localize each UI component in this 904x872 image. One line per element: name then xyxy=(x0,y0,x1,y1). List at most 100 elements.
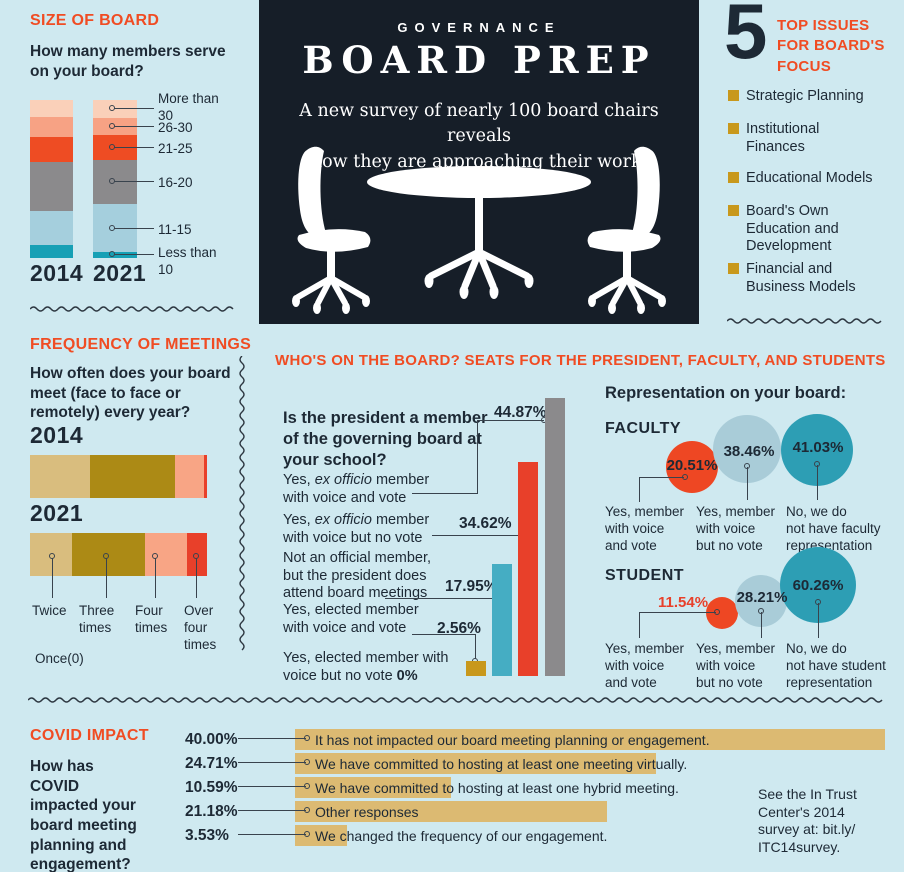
value-2-56: 2.56% xyxy=(437,620,481,637)
callout-line xyxy=(475,634,477,659)
frequency-label-three-times: Three times xyxy=(79,603,115,635)
frequency-label-four-times: Four times xyxy=(135,603,168,635)
answer-not-official-member: Not an official member, but the presiden… xyxy=(283,550,432,602)
value-34-62: 34.62% xyxy=(459,515,512,532)
callout-line xyxy=(639,477,684,479)
callout-line xyxy=(477,420,479,494)
student-label-no-vote: Yes, member with voice but no vote xyxy=(696,641,776,690)
faculty-pct-voice-vote: 20.51% xyxy=(666,457,718,474)
bullet-square-icon xyxy=(728,263,739,274)
segment-four-times xyxy=(175,455,204,498)
covid-pct-3: 10.59% xyxy=(185,779,238,796)
size-of-board-question: How many members serve on your board? xyxy=(30,43,226,80)
callout-dot xyxy=(304,759,310,765)
masthead-subtitle: A new survey of nearly 100 board chairs … xyxy=(299,101,659,172)
frequency-year-2021: 2021 xyxy=(30,500,84,526)
callout-line xyxy=(432,535,524,537)
callout-line xyxy=(412,493,478,495)
covid-bar-1 xyxy=(295,729,885,750)
masthead-title: BOARD PREP xyxy=(302,38,656,82)
callout-line xyxy=(238,762,306,764)
size-label-less-than-10: Less than 10 xyxy=(158,245,217,277)
top-issues-heading: TOP ISSUES FOR BOARD'S FOCUS xyxy=(777,17,885,75)
wavy-divider xyxy=(28,697,883,703)
survey-note: See the In Trust Center's 2014 survey at… xyxy=(758,786,857,855)
callout-line xyxy=(155,558,157,598)
faculty-label-voice-vote: Yes, member with voice and vote xyxy=(605,504,685,553)
top-issue-item: Board's Own Education and Development xyxy=(746,203,839,255)
callout-line xyxy=(818,603,820,638)
callout-line xyxy=(114,228,154,230)
covid-pct-1: 40.00% xyxy=(185,731,238,748)
masthead-panel: GOVERNANCE BOARD PREP A new survey of ne… xyxy=(259,0,699,324)
callout-dot xyxy=(304,735,310,741)
student-label-voice-vote: Yes, member with voice and vote xyxy=(605,641,685,690)
student-pct-voice-vote: 11.54% xyxy=(658,594,709,611)
callout-dot xyxy=(304,783,310,789)
faculty-label-no-vote: Yes, member with voice but no vote xyxy=(696,504,776,553)
answer-elected-voice-vote: Yes, elected member with voice and vote xyxy=(283,602,419,636)
size-of-board-heading: SIZE OF BOARD xyxy=(30,12,160,29)
covid-bar-2 xyxy=(295,753,656,774)
value-44-87: 44.87% xyxy=(494,404,547,421)
segment-twice xyxy=(30,455,90,498)
callout-dot xyxy=(815,599,821,605)
top-issue-item: Financial and Business Models xyxy=(746,261,856,295)
callout-line xyxy=(747,467,749,500)
bullet-square-icon xyxy=(728,172,739,183)
segment-less-than-10 xyxy=(30,245,73,258)
table-and-chairs-illustration xyxy=(292,146,666,314)
bullet-square-icon xyxy=(728,205,739,216)
size-label-11-15: 11-15 xyxy=(158,222,192,237)
callout-line xyxy=(385,598,499,600)
wavy-divider xyxy=(30,306,234,312)
frequency-label-over-four-times: Over four times xyxy=(184,603,217,652)
president-question: Is the president a member of the governi… xyxy=(283,409,488,469)
size-year-2014: 2014 xyxy=(30,260,84,286)
wavy-divider-vertical xyxy=(239,356,245,651)
segment-over-four-times xyxy=(204,455,207,498)
callout-dot xyxy=(304,807,310,813)
callout-line xyxy=(412,634,476,636)
callout-line xyxy=(817,465,819,500)
top-issue-item: Institutional Finances xyxy=(746,121,820,155)
covid-text-4: Other responses xyxy=(315,804,419,820)
covid-text-3: We have committed to hosting at least on… xyxy=(315,780,679,796)
masthead-kicker: GOVERNANCE xyxy=(397,20,561,35)
callout-line xyxy=(238,834,306,836)
size-label-more-than-30: More than 30 xyxy=(158,91,219,123)
callout-line xyxy=(106,558,108,598)
covid-pct-4: 21.18% xyxy=(185,803,238,820)
wavy-divider xyxy=(727,318,882,324)
size-label-21-25: 21-25 xyxy=(158,141,193,156)
callout-line xyxy=(639,612,641,638)
representation-heading: Representation on your board: xyxy=(605,384,847,402)
covid-text-5: We changed the frequency of our engageme… xyxy=(315,828,608,844)
bar-ex-officio-voice-vote xyxy=(545,398,565,676)
bullet-square-icon xyxy=(728,123,739,134)
covid-heading: COVID IMPACT xyxy=(30,727,149,744)
frequency-label-twice: Twice xyxy=(32,603,67,618)
top-issue-item: Educational Models xyxy=(746,170,873,186)
callout-dot xyxy=(304,831,310,837)
callout-dot xyxy=(744,463,750,469)
callout-line xyxy=(639,477,641,502)
callout-line xyxy=(761,612,763,638)
covid-pct-5: 3.53% xyxy=(185,827,229,844)
segment-more-than-30 xyxy=(30,100,73,117)
answer-ex-officio-voice-vote: Yes, ex officio member with voice and vo… xyxy=(283,472,430,506)
size-label-16-20: 16-20 xyxy=(158,175,193,190)
answer-ex-officio-no-vote: Yes, ex officio member with voice but no… xyxy=(283,512,430,546)
student-heading: STUDENT xyxy=(605,567,685,584)
frequency-question: How often does your board meet (face to … xyxy=(30,365,231,422)
callout-line xyxy=(52,558,54,598)
student-label-none: No, we do not have student representatio… xyxy=(786,641,886,690)
callout-dot xyxy=(814,461,820,467)
covid-bar-4 xyxy=(295,801,607,822)
office-chair-left xyxy=(292,146,371,314)
frequency-label-once: Once(0) xyxy=(35,651,84,666)
covid-bar-3 xyxy=(295,777,451,798)
size-label-26-30: 26-30 xyxy=(158,120,193,135)
faculty-bubble-voice-vote xyxy=(666,441,718,493)
covid-question: How has COVID impacted your board meetin… xyxy=(30,758,137,872)
